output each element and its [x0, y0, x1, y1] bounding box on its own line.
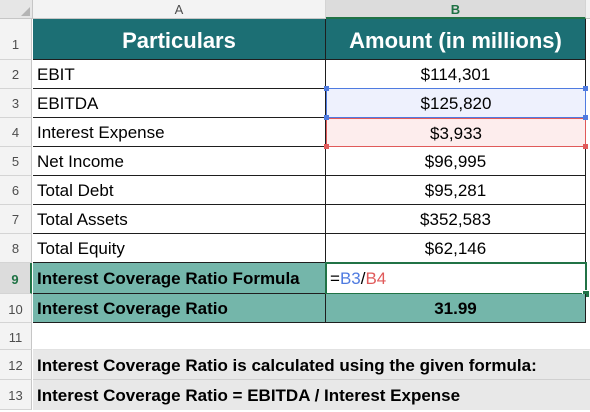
cell-b5[interactable]: $96,995: [326, 147, 586, 176]
row-header-9[interactable]: 9: [0, 263, 32, 294]
range-marker-b4-br: [583, 144, 588, 149]
cell-a7[interactable]: Total Assets: [33, 205, 326, 234]
header-amount[interactable]: Amount (in millions): [326, 19, 586, 60]
column-header-b[interactable]: B: [326, 0, 586, 19]
row-header-1[interactable]: 1: [0, 19, 32, 60]
cell-b10[interactable]: 31.99: [326, 294, 586, 323]
cell-b4[interactable]: $3,933: [326, 118, 586, 147]
range-marker-b3-tr: [583, 86, 588, 91]
cell-b6[interactable]: $95,281: [326, 176, 586, 205]
column-header-a[interactable]: A: [33, 0, 326, 19]
cell-a9[interactable]: Interest Coverage Ratio Formula: [33, 263, 326, 294]
cell-b2[interactable]: $114,301: [326, 60, 586, 89]
select-all-triangle-icon: [21, 7, 30, 16]
note-line-2[interactable]: Interest Coverage Ratio = EBITDA / Inter…: [33, 380, 590, 410]
row-header-12[interactable]: 12: [0, 350, 32, 380]
cell-a3[interactable]: EBITDA: [33, 89, 326, 118]
range-marker-b3-bl: [324, 115, 329, 120]
row-header-6[interactable]: 6: [0, 176, 32, 205]
cell-b9-formula-editor[interactable]: =B3/B4: [325, 262, 587, 295]
row-header-10[interactable]: 10: [0, 294, 32, 323]
cell-a6[interactable]: Total Debt: [33, 176, 326, 205]
range-marker-b3-br: [583, 115, 588, 120]
row-header-8[interactable]: 8: [0, 234, 32, 263]
row-header-13[interactable]: 13: [0, 380, 32, 410]
select-all-corner[interactable]: [0, 0, 33, 19]
row-header-7[interactable]: 7: [0, 205, 32, 234]
cell-a4[interactable]: Interest Expense: [33, 118, 326, 147]
row-header-5[interactable]: 5: [0, 147, 32, 176]
formula-ref-b3: B3: [339, 269, 361, 288]
row-11-empty[interactable]: [33, 323, 590, 350]
row-header-11[interactable]: 11: [0, 323, 32, 350]
cell-b7[interactable]: $352,583: [326, 205, 586, 234]
cell-a8[interactable]: Total Equity: [33, 234, 326, 263]
column-header-c[interactable]: [586, 0, 590, 19]
range-marker-b3-tl: [324, 86, 329, 91]
cell-b3[interactable]: $125,820: [326, 88, 586, 118]
formula-ref-b4: B4: [365, 269, 387, 288]
cell-b8[interactable]: $62,146: [326, 234, 586, 263]
header-particulars[interactable]: Particulars: [33, 19, 326, 60]
cell-a5[interactable]: Net Income: [33, 147, 326, 176]
row-header-3[interactable]: 3: [0, 89, 32, 118]
note-line-1[interactable]: Interest Coverage Ratio is calculated us…: [33, 350, 590, 380]
formula-equals: =: [330, 269, 340, 288]
cell-a10[interactable]: Interest Coverage Ratio: [33, 294, 326, 323]
formula-divide: /: [360, 269, 366, 288]
column-header-bar: A B: [0, 0, 590, 19]
range-marker-b4-bl: [324, 144, 329, 149]
row-header-4[interactable]: 4: [0, 118, 32, 147]
cell-a2[interactable]: EBIT: [33, 60, 326, 89]
row-header-2[interactable]: 2: [0, 60, 32, 89]
